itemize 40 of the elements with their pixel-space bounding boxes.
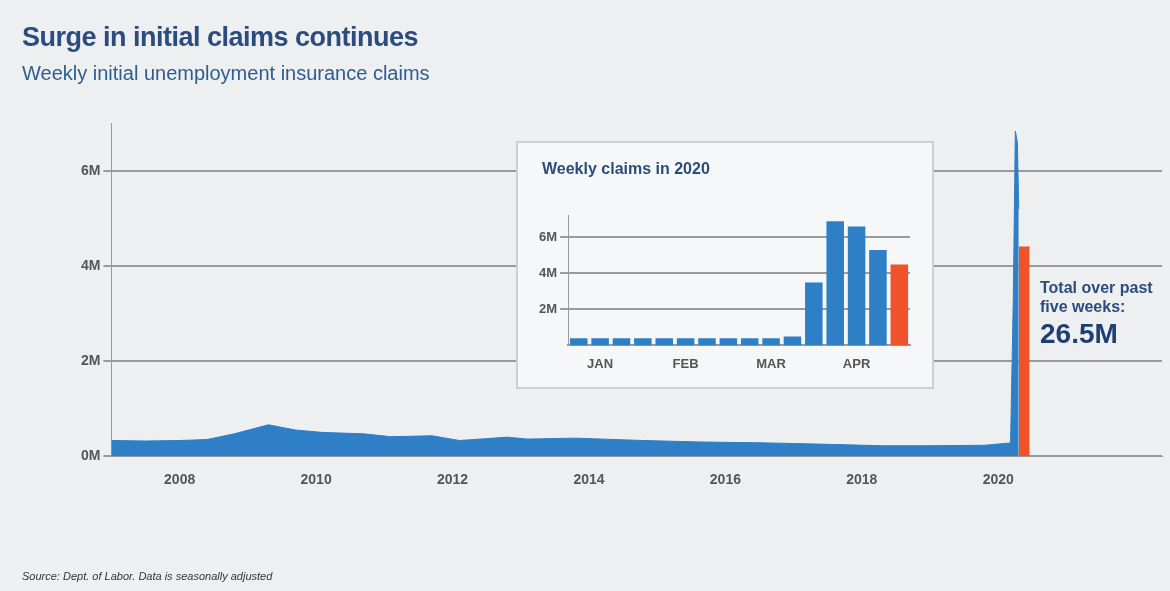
x-tick-label: 2012	[436, 471, 469, 488]
bar	[890, 264, 909, 346]
bar	[762, 338, 780, 346]
x-tick-label: 2010	[300, 471, 332, 488]
y-tick-label: 4M	[81, 256, 101, 273]
bar	[612, 338, 631, 346]
y-tick-label: 0M	[81, 447, 101, 464]
x-tick-label: 2008	[164, 471, 196, 488]
bar	[676, 338, 695, 346]
x-tick-label: 2018	[846, 471, 878, 488]
bar	[826, 221, 844, 346]
chart-title: Weekly claims in 2020	[542, 160, 710, 178]
y-tick-label: 2M	[539, 300, 558, 316]
annotation: 26.5M	[1040, 318, 1118, 350]
x-tick-label: APR	[842, 355, 871, 371]
source-note: Source: Dept. of Labor. Data is seasonally adjusted	[22, 570, 273, 582]
bar	[719, 338, 738, 346]
x-tick-label: JAN	[587, 355, 614, 371]
bar	[805, 282, 823, 346]
bar	[783, 336, 802, 346]
x-tick-label: MAR	[756, 355, 787, 371]
chart-title: Surge in initial claims continues	[22, 22, 419, 53]
x-tick-label: 2014	[573, 471, 605, 488]
annotation: Total over past five weeks:	[1040, 278, 1154, 316]
bar	[869, 250, 887, 346]
bar	[698, 338, 716, 346]
y-tick-label: 4M	[539, 264, 558, 280]
x-tick-label: 2020	[982, 471, 1015, 488]
y-tick-label: 6M	[81, 161, 101, 178]
bar	[655, 338, 673, 346]
x-tick-label: 2016	[709, 471, 742, 488]
y-tick-label: 6M	[539, 228, 558, 244]
bar	[591, 338, 609, 346]
chart-subtitle: Weekly initial unemployment insurance claims	[22, 62, 430, 85]
x-tick-label: FEB	[672, 355, 699, 371]
bar	[634, 338, 652, 346]
bar	[740, 338, 759, 346]
bar	[847, 226, 866, 346]
bar	[569, 338, 588, 346]
y-tick-label: 2M	[81, 351, 101, 368]
